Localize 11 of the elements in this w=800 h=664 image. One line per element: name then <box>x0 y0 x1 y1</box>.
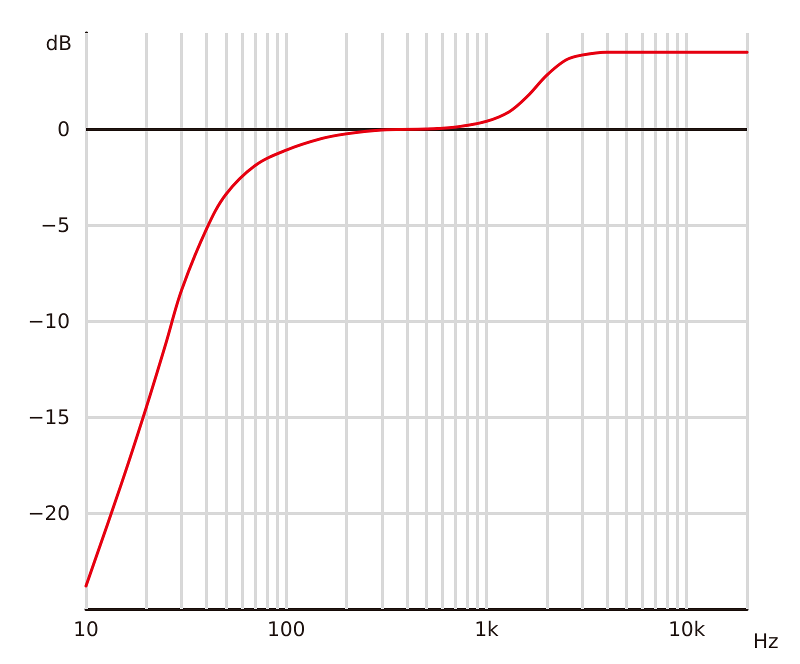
y-axis-title: dB <box>46 31 72 55</box>
y-tick-label: −20 <box>28 501 70 525</box>
x-tick-label: 1k <box>474 617 500 641</box>
x-axis-title: Hz <box>753 629 779 653</box>
y-tick-label: −10 <box>28 309 70 333</box>
y-tick-label: −5 <box>40 213 70 237</box>
y-tick-label: 0 <box>57 117 70 141</box>
y-tick-label: −15 <box>28 405 70 429</box>
x-tick-label: 100 <box>267 617 306 641</box>
x-tick-label: 10k <box>668 617 706 641</box>
x-tick-label: 10 <box>73 617 99 641</box>
